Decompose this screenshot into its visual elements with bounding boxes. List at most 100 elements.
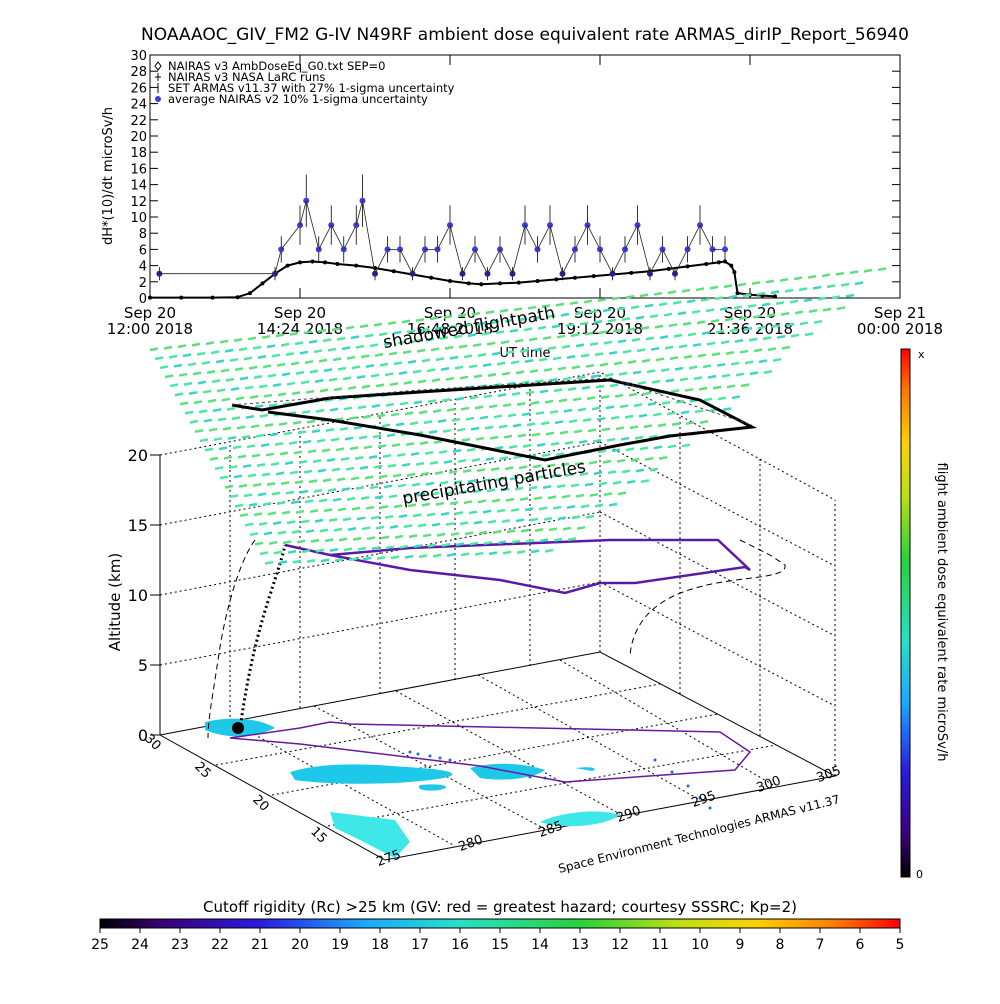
particle-dash xyxy=(462,323,472,328)
particle-dash xyxy=(350,476,360,481)
particle-dash xyxy=(476,468,486,473)
nairas-v3-point xyxy=(248,291,252,296)
particle-dash xyxy=(629,425,639,430)
particle-dash xyxy=(314,518,324,523)
rigidity-gradient xyxy=(99,918,901,929)
altitude-tick-label: 10 xyxy=(128,586,148,605)
particle-dash xyxy=(464,531,474,536)
particle-dash xyxy=(544,548,554,553)
particle-dash xyxy=(274,442,284,446)
particle-dash xyxy=(632,370,642,375)
particle-dash xyxy=(499,456,509,461)
y-tick-label: 30 xyxy=(130,49,147,64)
particle-dash xyxy=(494,445,504,450)
particle-dash xyxy=(198,409,208,414)
particle-dash xyxy=(385,545,395,550)
particle-dash xyxy=(550,441,560,446)
particle-dash xyxy=(371,546,381,551)
particle-dash xyxy=(515,370,525,375)
particle-dash xyxy=(563,408,573,413)
particle-dash xyxy=(779,277,789,282)
particle-dash xyxy=(346,496,356,501)
particle-dash xyxy=(504,318,514,323)
particle-dash xyxy=(262,501,272,506)
particle-dash xyxy=(636,348,646,353)
nairas-v3-point xyxy=(729,263,734,268)
particle-dash xyxy=(397,340,407,345)
particle-dash xyxy=(484,425,494,430)
particle-dash xyxy=(541,304,551,309)
particle-dash xyxy=(580,353,590,358)
particle-dash xyxy=(711,352,721,357)
particle-dash xyxy=(481,478,491,483)
particle-dash xyxy=(547,495,557,500)
plot-frame xyxy=(149,54,901,299)
rigidity-tick-label: 12 xyxy=(611,937,629,953)
rigidity-tick-label: 13 xyxy=(571,937,589,953)
particle-dash xyxy=(468,510,478,515)
particle-dash xyxy=(312,459,322,463)
particle-dash xyxy=(374,352,384,357)
armas-connector xyxy=(637,225,651,274)
particle-dash xyxy=(407,503,417,508)
particle-dash xyxy=(305,389,315,394)
particle-dash xyxy=(378,474,388,479)
armas-connector xyxy=(624,224,638,250)
particle-dash xyxy=(566,354,576,359)
particle-dash xyxy=(723,284,733,289)
legend-label: SET ARMAS v11.37 with 27% 1-sigma uncert… xyxy=(168,81,455,95)
particle-dash xyxy=(397,483,407,488)
particle-dash xyxy=(593,320,603,324)
particle-dash xyxy=(334,557,344,562)
particle-dash xyxy=(435,357,445,362)
particle-dash xyxy=(458,344,468,349)
particle-dash xyxy=(540,421,550,426)
particle-dash xyxy=(473,374,483,379)
particle-dash xyxy=(336,477,346,482)
nairas-v3-point xyxy=(591,274,596,279)
particle-dash xyxy=(370,515,380,520)
particle-dash xyxy=(361,384,371,389)
armas-connector xyxy=(299,200,307,226)
particle-dash xyxy=(292,420,302,425)
particle-dash xyxy=(674,366,684,371)
rigidity-tick-label: 7 xyxy=(816,937,825,953)
armas-connector xyxy=(437,224,451,250)
particle-dash xyxy=(259,551,269,556)
rigidity-tick-label: 22 xyxy=(211,937,229,953)
particle-dash xyxy=(790,333,800,338)
particle-dash xyxy=(239,376,249,381)
particle-dash xyxy=(393,504,403,509)
particle-dash xyxy=(863,268,873,273)
particle-dash xyxy=(608,350,618,355)
particle-dash xyxy=(243,356,253,361)
particle-dash xyxy=(288,440,298,445)
particle-dash xyxy=(527,305,537,310)
particle-dash xyxy=(733,305,743,310)
particle-dash xyxy=(287,549,297,554)
particle-dash xyxy=(658,456,668,461)
particle-dash xyxy=(318,358,328,363)
particle-dash xyxy=(234,367,244,372)
rigidity-tick-label: 11 xyxy=(651,937,669,953)
particle-dash xyxy=(601,427,611,432)
particle-dash xyxy=(547,346,557,351)
armas-connector xyxy=(462,249,476,274)
particle-dash xyxy=(608,502,618,507)
armas-connector xyxy=(512,225,526,274)
particle-dash xyxy=(375,525,385,530)
nairas-v3-point xyxy=(629,270,634,275)
particle-dash xyxy=(821,273,831,278)
particle-dash xyxy=(197,380,207,385)
particle-dash xyxy=(233,338,243,342)
particle-dash xyxy=(622,349,632,354)
particle-dash xyxy=(356,375,366,379)
rigidity-ticks: 25 24 23 22 21 20 19 18 17 16 15 14 13 12 11 10 9 8 7 6 5 xyxy=(91,928,904,953)
particle-dash xyxy=(282,401,292,406)
particle-dash xyxy=(653,445,663,450)
particle-dash xyxy=(459,521,469,526)
particle-dash xyxy=(265,452,275,457)
particle-dash xyxy=(479,415,489,420)
